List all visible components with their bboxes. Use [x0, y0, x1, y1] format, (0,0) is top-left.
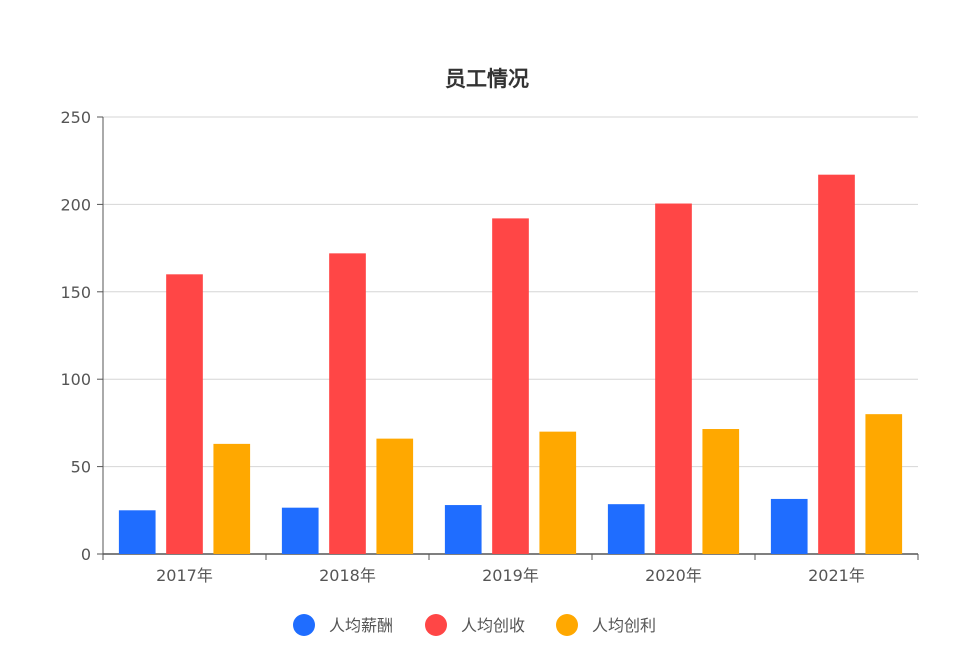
bar[interactable]	[281, 507, 319, 554]
bar[interactable]	[539, 431, 577, 554]
legend-marker-icon	[556, 614, 578, 636]
x-axis: 2017年 2018年 2019年 2020年 2021年	[102, 553, 919, 585]
legend-item[interactable]: 人均创收	[425, 614, 525, 636]
y-tick-label: 200	[60, 195, 91, 214]
legend-marker-icon	[425, 614, 447, 636]
y-tick-label: 250	[60, 108, 91, 127]
x-tick-label: 2017年	[156, 566, 213, 585]
bar[interactable]	[770, 498, 808, 554]
legend[interactable]: 人均薪酬 人均创收 人均创利	[293, 614, 656, 636]
legend-label: 人均薪酬	[329, 616, 393, 635]
chart-title: 员工情况	[445, 67, 529, 91]
bar[interactable]	[329, 253, 366, 554]
bar[interactable]	[818, 174, 855, 554]
bar[interactable]	[492, 218, 529, 554]
bar[interactable]	[444, 505, 482, 554]
legend-label: 人均创利	[592, 616, 656, 635]
legend-item[interactable]: 人均创利	[556, 614, 656, 636]
legend-label: 人均创收	[461, 616, 525, 635]
bar[interactable]	[118, 510, 156, 554]
bar[interactable]	[655, 203, 692, 554]
bar[interactable]	[865, 414, 903, 554]
legend-marker-icon	[293, 614, 315, 636]
x-tick-label: 2018年	[319, 566, 376, 585]
x-tick-label: 2019年	[482, 566, 539, 585]
y-axis: 0 50 100 150 200 250	[60, 108, 104, 564]
bar[interactable]	[213, 443, 251, 554]
bar[interactable]	[166, 274, 203, 554]
bar[interactable]	[376, 438, 414, 554]
x-tick-label: 2020年	[645, 566, 702, 585]
y-tick-label: 0	[81, 545, 91, 564]
bar[interactable]	[702, 429, 740, 554]
legend-item[interactable]: 人均薪酬	[293, 614, 393, 636]
y-tick-label: 50	[71, 458, 91, 477]
y-tick-label: 100	[60, 370, 91, 389]
bar[interactable]	[607, 504, 645, 554]
y-tick-label: 150	[60, 283, 91, 302]
bar-series	[118, 174, 903, 554]
x-tick-label: 2021年	[808, 566, 865, 585]
